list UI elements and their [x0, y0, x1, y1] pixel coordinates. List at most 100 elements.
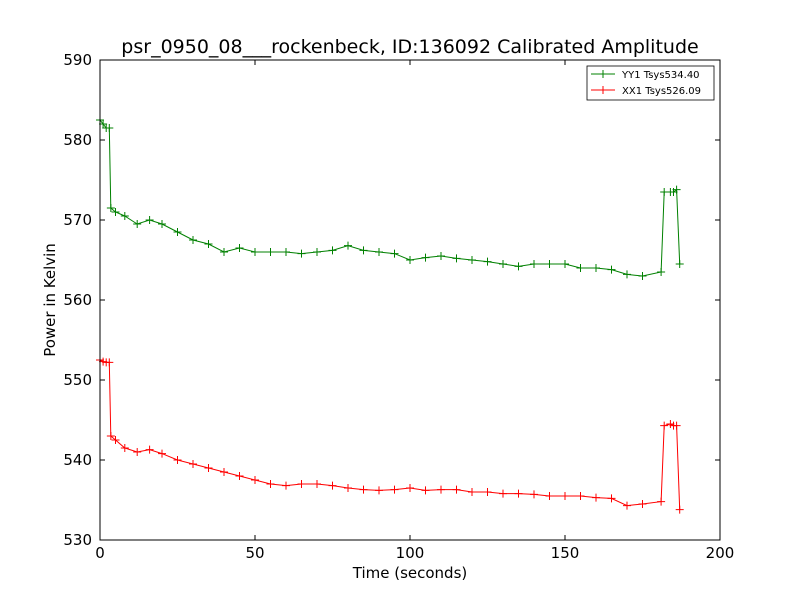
data-point: [297, 480, 306, 488]
data-point: [452, 485, 461, 494]
data-point: [328, 246, 337, 255]
data-point: [106, 432, 115, 440]
data-point: [111, 436, 120, 444]
data-point: [545, 260, 554, 268]
data-point: [204, 240, 213, 248]
data-point: [251, 248, 259, 256]
data-point: [189, 460, 197, 468]
data-point: [235, 472, 244, 480]
data-point: [375, 486, 383, 495]
x-tick-label: 200: [706, 544, 735, 562]
x-tick-label: 0: [95, 544, 105, 562]
data-point: [675, 260, 684, 268]
data-point: [545, 492, 554, 500]
data-point: [390, 485, 399, 494]
legend-marker-xx1: [599, 86, 607, 94]
data-point: [468, 488, 476, 496]
data-point: [530, 490, 538, 499]
data-point: [266, 248, 275, 256]
legend-frame: [586, 65, 715, 101]
y-tick-label: 550: [63, 371, 92, 389]
data-point: [359, 485, 368, 494]
data-point: [344, 241, 352, 250]
data-point: [657, 268, 666, 276]
data-point: [282, 248, 290, 256]
data-point: [120, 212, 129, 220]
data-point: [158, 449, 166, 458]
y-tick-label: 560: [63, 291, 92, 309]
data-point: [220, 248, 228, 256]
data-point: [499, 260, 507, 268]
series-yy1: [96, 116, 684, 280]
data-point: [251, 476, 259, 484]
data-point: [105, 358, 114, 367]
data-point: [220, 468, 228, 476]
y-axis-label: Power in Kelvin: [41, 243, 59, 357]
data-point: [576, 264, 585, 272]
data-point: [235, 244, 244, 252]
data-point: [297, 249, 306, 258]
data-point: [499, 489, 507, 498]
data-point: [313, 248, 321, 256]
data-point: [561, 260, 569, 268]
data-point: [421, 253, 430, 262]
data-point: [158, 220, 166, 228]
data-point: [576, 492, 585, 500]
legend-marker-yy1: [599, 70, 607, 78]
x-tick-label: 100: [396, 544, 425, 562]
data-point: [173, 456, 182, 464]
data-point: [406, 256, 414, 264]
data-point: [483, 488, 492, 496]
series-xx1: [96, 356, 684, 514]
data-point: [623, 501, 631, 510]
data-point: [173, 228, 182, 236]
x-tick-label: 50: [245, 544, 264, 562]
y-tick-label: 540: [63, 451, 92, 469]
axis-ticks: 0 50 100 150 200 530 540 550 560 570 580 590: [63, 51, 734, 562]
data-point: [514, 262, 523, 271]
data-point: [561, 492, 569, 500]
y-tick-label: 530: [63, 531, 92, 549]
data-point: [120, 444, 129, 452]
x-axis-label: Time (seconds): [352, 564, 468, 582]
plot-series: [96, 116, 684, 514]
data-point: [660, 421, 669, 430]
data-point: [328, 481, 337, 490]
data-point: [623, 270, 631, 279]
data-point: [375, 248, 383, 256]
data-point: [607, 265, 616, 274]
data-point: [133, 220, 142, 228]
data-point: [266, 480, 275, 488]
data-point: [672, 185, 681, 194]
data-point: [359, 246, 368, 255]
data-point: [133, 448, 142, 456]
data-point: [313, 480, 321, 488]
data-point: [204, 464, 213, 472]
data-point: [468, 256, 476, 264]
data-point: [111, 208, 120, 216]
data-point: [514, 489, 523, 498]
data-point: [672, 421, 681, 430]
data-point: [106, 204, 115, 212]
data-point: [675, 505, 684, 514]
data-point: [638, 272, 647, 280]
y-tick-label: 580: [63, 131, 92, 149]
data-point: [406, 484, 414, 492]
data-point: [530, 260, 538, 268]
data-point: [105, 124, 114, 132]
data-point: [638, 500, 647, 508]
data-point: [592, 493, 600, 502]
data-point: [282, 481, 290, 490]
data-point: [344, 484, 352, 492]
data-point: [437, 252, 445, 260]
data-point: [452, 254, 461, 263]
data-point: [145, 216, 154, 224]
legend-label-xx1: XX1 Tsys526.09: [622, 86, 701, 97]
data-point: [390, 249, 399, 258]
data-point: [483, 257, 492, 266]
legend: YY1 Tsys534.40 XX1 Tsys526.09: [586, 65, 715, 101]
y-tick-label: 570: [63, 211, 92, 229]
data-point: [607, 494, 616, 503]
